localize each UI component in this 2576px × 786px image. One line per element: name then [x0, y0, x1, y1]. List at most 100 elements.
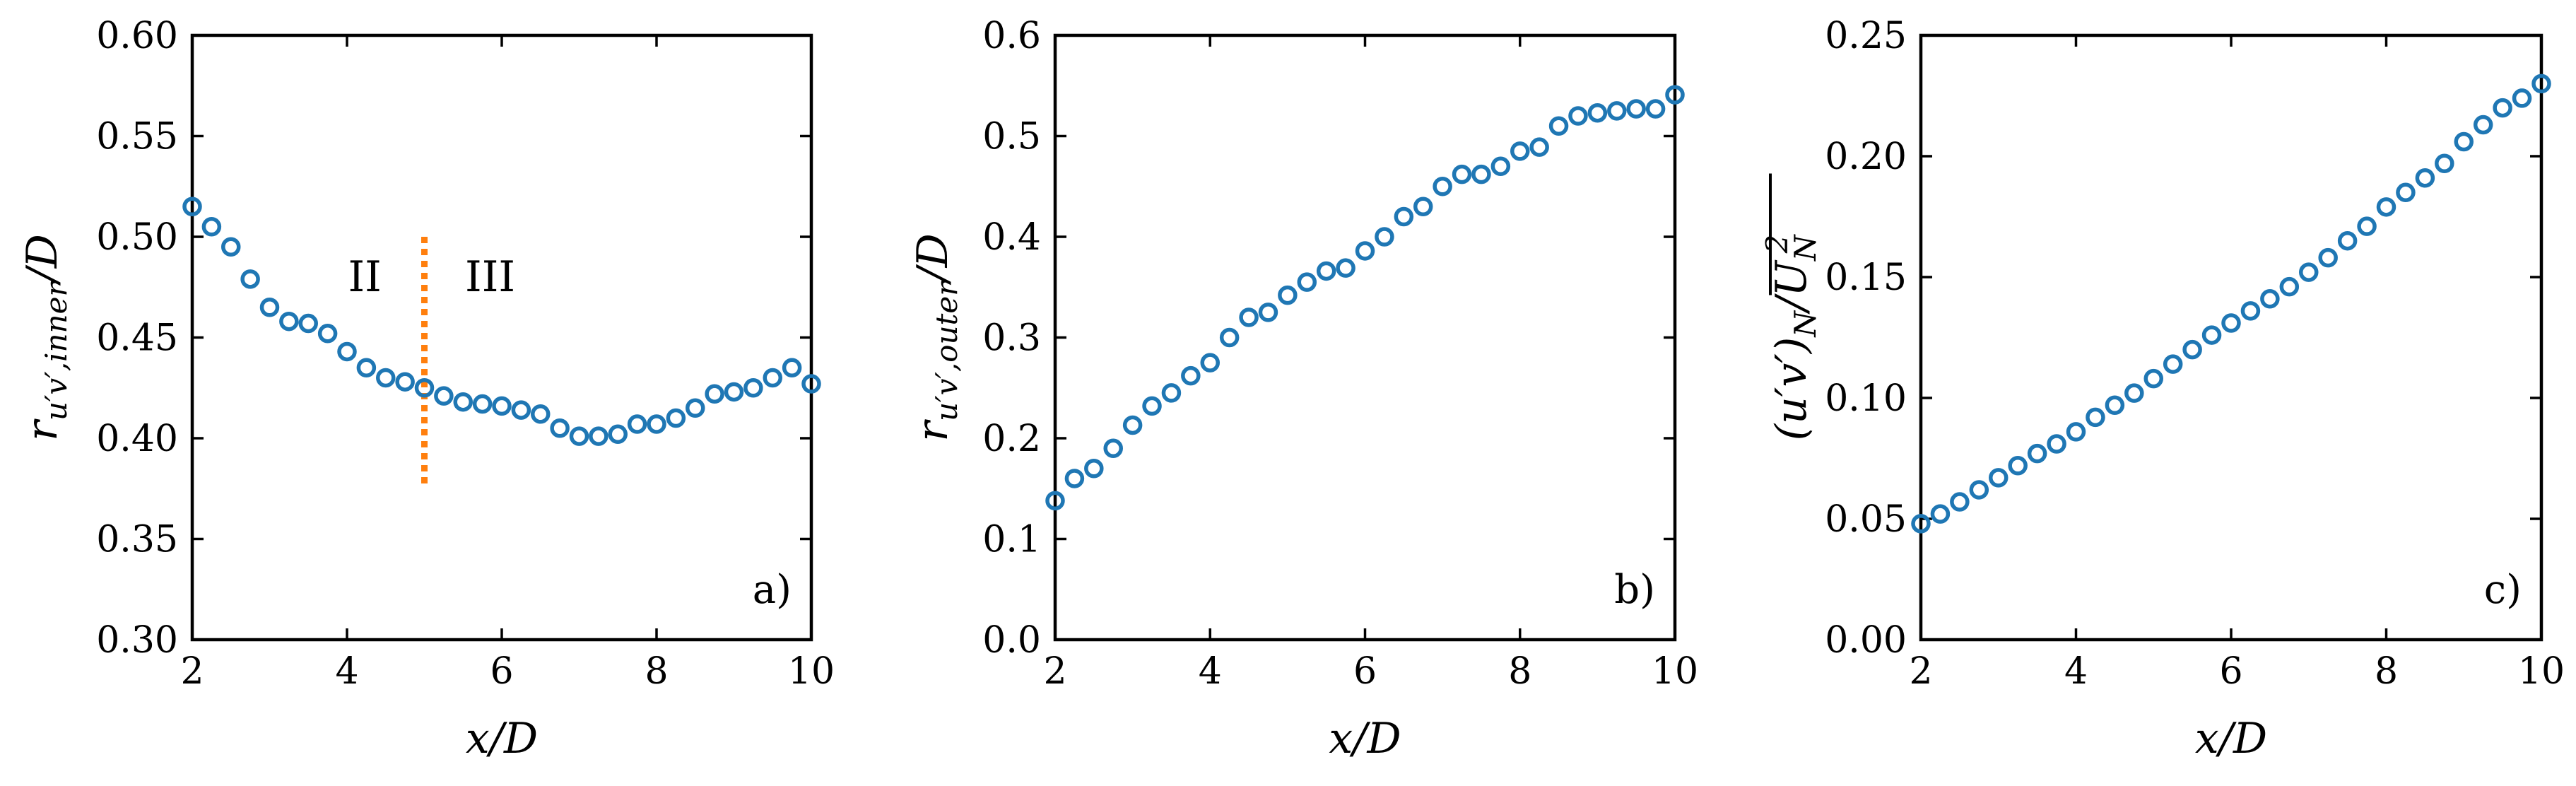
data-point	[279, 311, 299, 332]
region-label-ii: II	[348, 252, 381, 302]
data-point	[686, 398, 705, 418]
data-point	[511, 400, 531, 420]
data-point	[801, 374, 821, 394]
y-tick-label: 0.40	[96, 418, 178, 460]
y-tick-label: 0.4	[982, 216, 1041, 259]
data-point	[2337, 230, 2358, 251]
data-point	[2376, 197, 2396, 217]
y-tick-label: 0.25	[1825, 15, 1907, 57]
x-axis-label: x/D	[466, 714, 538, 763]
x-tick-label: 2	[1043, 650, 1066, 693]
data-point	[1161, 383, 1182, 403]
x-tick-label: 10	[1652, 650, 1698, 693]
data-point	[743, 378, 763, 398]
data-point	[414, 378, 435, 398]
data-point	[1548, 116, 1569, 136]
x-tick-label: 2	[180, 650, 204, 693]
data-point	[1969, 480, 1989, 500]
panel-label: a)	[753, 567, 792, 613]
data-point	[1587, 102, 1608, 123]
data-point	[434, 386, 454, 406]
data-point	[472, 394, 493, 414]
x-tick-label: 4	[1199, 650, 1222, 693]
data-point	[298, 313, 318, 334]
data-point	[1297, 272, 1317, 292]
data-point	[337, 341, 357, 362]
data-point	[1568, 106, 1588, 126]
y-tick-label: 0.3	[982, 317, 1041, 360]
x-tick-label: 6	[2219, 650, 2242, 693]
data-point	[2105, 395, 2125, 416]
y-tick-label: 0.50	[96, 216, 178, 259]
data-point	[2279, 276, 2300, 297]
data-point	[1278, 285, 1298, 305]
data-point	[1142, 396, 1162, 416]
y-tick-label: 0.2	[982, 418, 1041, 460]
data-point	[2493, 98, 2512, 118]
data-point	[453, 392, 473, 412]
data-point	[647, 414, 666, 434]
panel-label: c)	[2484, 567, 2522, 613]
data-point	[2008, 456, 2028, 476]
data-point	[1626, 99, 1646, 119]
x-tick-label: 4	[2064, 650, 2088, 693]
data-point	[2454, 131, 2474, 152]
y-axis-label: ru′v′,inner/D	[18, 234, 73, 441]
data-point	[1375, 227, 1394, 247]
data-point	[1355, 241, 1375, 261]
region-label-iii: III	[465, 252, 515, 302]
data-point	[589, 426, 608, 446]
data-point	[531, 404, 551, 424]
data-point	[317, 324, 338, 344]
plot-frame	[190, 33, 813, 642]
x-tick-label: 8	[1508, 650, 1531, 693]
data-point	[2086, 407, 2105, 428]
data-point	[705, 384, 724, 404]
panel-label: b)	[1614, 567, 1655, 613]
chart-panel-1: 2 4 6 8 10 0.30 0.35 0.40 0.45 0.50 0.55 0.60 x/D ru′…	[18, 15, 835, 763]
y-tick-label: 0.00	[1825, 619, 1907, 662]
chart-panel-3: 2 4 6 8 10 0.00 0.05 0.10 0.15 0.20 0.25 x/D (u′v′)N…	[1760, 15, 2565, 763]
data-point	[666, 408, 686, 428]
y-tick-label: 0.35	[96, 519, 178, 561]
data-point	[1529, 137, 1549, 157]
x-tick-label: 10	[788, 650, 835, 693]
y-tick-label: 0.6	[982, 15, 1041, 57]
data-point	[1394, 206, 1414, 227]
data-point	[492, 396, 512, 416]
data-point	[763, 368, 782, 388]
data-point	[2415, 168, 2435, 188]
data-point	[2435, 153, 2454, 174]
data-point	[1200, 353, 1220, 373]
y-axis-label: ru′v′,outer/D	[908, 233, 964, 441]
y-tick-label: 0.0	[982, 619, 1041, 662]
data-point	[550, 418, 570, 438]
data-point	[1989, 468, 2009, 488]
data-point	[1181, 365, 1201, 386]
y-tick-label: 0.1	[982, 519, 1041, 561]
data-point	[1239, 307, 1259, 327]
data-point	[1103, 438, 1123, 458]
data-point	[1316, 261, 1336, 281]
data-point	[2163, 354, 2183, 374]
x-tick-label: 8	[2375, 650, 2398, 693]
data-point	[1336, 258, 1355, 278]
data-point	[2124, 383, 2144, 403]
data-point	[569, 426, 589, 446]
x-tick-label: 6	[1353, 650, 1377, 693]
data-point	[2221, 313, 2241, 333]
data-point	[1490, 156, 1511, 176]
data-point	[1930, 504, 1951, 524]
x-tick-label: 10	[2518, 650, 2565, 693]
data-point	[1665, 85, 1685, 105]
data-point	[1471, 164, 1491, 184]
data-point	[1122, 415, 1143, 435]
data-point	[1219, 327, 1240, 348]
data-point	[1911, 514, 1931, 534]
y-tick-label: 0.45	[96, 317, 178, 360]
data-point	[1645, 99, 1666, 119]
plot-frame	[1919, 33, 2543, 642]
data-point	[1064, 469, 1085, 488]
data-point	[2512, 88, 2532, 108]
